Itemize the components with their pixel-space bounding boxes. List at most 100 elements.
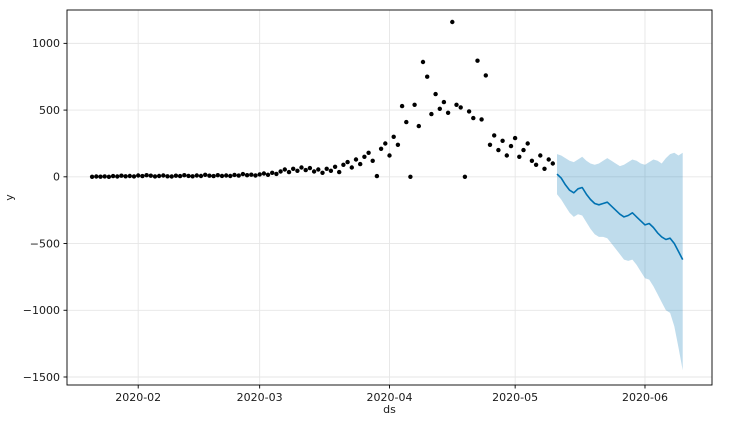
observed-point [316,167,321,172]
observed-point [533,162,539,167]
observed-point [500,138,505,143]
forecast-line [556,173,684,260]
line-layer [556,173,684,260]
observed-point [215,173,220,178]
observed-point [420,59,426,65]
observed-point [94,174,99,179]
observed-point [224,173,229,178]
observed-point [433,91,438,97]
observed-point [370,158,375,163]
observed-point [307,165,313,171]
observed-point [177,173,183,179]
observed-point [496,147,501,153]
observed-point [512,135,518,141]
observed-point [441,99,447,105]
observed-point [144,173,149,178]
observed-point [391,134,396,139]
observed-point [328,168,334,173]
observed-point [454,102,459,108]
observed-point [253,173,258,178]
observed-point [127,173,132,179]
observed-point [358,161,363,167]
observed-point [257,172,262,177]
observed-point [416,123,421,129]
observed-point [437,106,442,112]
observed-point [265,172,271,177]
observed-point [98,174,103,179]
observed-point [228,173,233,179]
observed-point [211,173,216,179]
observed-point [249,172,254,177]
observed-point [198,173,204,179]
observed-point [324,166,329,171]
observed-point [492,133,497,138]
observed-point [295,168,300,173]
observed-point [550,161,555,166]
observed-point [429,111,434,117]
observed-point [538,153,543,158]
observed-point [425,74,430,79]
observed-point [232,172,237,178]
observed-point [161,173,166,178]
observed-point [102,174,107,179]
y-tick-label: −1500 [23,371,60,384]
axes-layer: 1000 500 0 −500 −1000 −1500 2020-02 2020-03 2020… [23,9,713,404]
x-tick-label: 2020-04 [367,391,413,404]
observed-point [445,110,451,116]
observed-point [362,154,367,159]
observed-point [261,171,267,176]
observed-point [471,115,476,121]
observed-point [458,105,463,110]
observed-point [136,173,141,178]
observed-point [399,103,405,109]
observed-point [412,102,417,108]
observed-point [395,142,401,147]
observed-point [219,173,225,179]
x-axis-label: ds [383,403,396,416]
observed-point [156,173,162,179]
observed-point [282,167,287,172]
band-layer [557,152,683,371]
observed-point [374,173,380,179]
observed-point [286,169,292,175]
uncertainty-band [557,152,683,371]
observed-point [542,166,547,171]
observed-point [341,162,346,167]
observed-point [173,173,179,178]
observed-point [383,141,388,146]
observed-point [462,174,468,179]
observed-point [194,173,199,178]
x-tick-label: 2020-03 [237,391,283,404]
observed-point [320,170,325,175]
observed-point [186,173,191,179]
observed-point [525,141,530,146]
observed-point [366,150,371,155]
observed-point [479,117,484,122]
observed-point [349,165,354,170]
observed-point [190,174,195,179]
observed-point [207,173,212,178]
observed-point [106,174,112,179]
observed-point [387,153,392,158]
observed-point [274,171,279,177]
y-tick-label: −1000 [23,304,60,317]
observed-point [236,173,241,178]
observed-point [182,173,187,178]
observed-point [311,169,317,174]
observed-point [303,167,308,173]
observed-point [123,174,128,179]
x-tick-label: 2020-06 [622,391,668,404]
observed-point [378,146,384,151]
observed-point [291,166,296,171]
observed-point [110,173,116,179]
observed-point [408,174,413,179]
observed-point [131,174,137,179]
observed-point [487,142,493,147]
observed-point [270,170,275,175]
y-tick-label: 1000 [32,37,60,50]
y-tick-label: 500 [39,104,60,117]
observed-point [466,109,472,114]
observed-point [89,174,95,179]
